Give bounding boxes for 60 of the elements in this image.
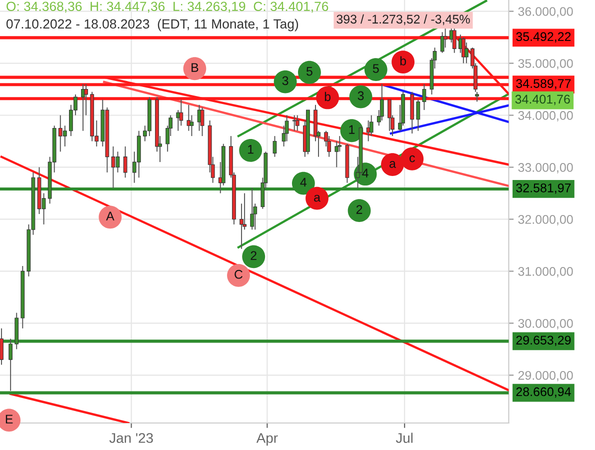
- annotation: a: [314, 194, 320, 202]
- candlestick: [369, 114, 374, 137]
- y-tick-label: 29.000,00: [518, 370, 573, 382]
- candlestick: [200, 106, 204, 137]
- candlestick: [62, 125, 67, 147]
- annotation: 5: [306, 66, 312, 76]
- annotation: 5: [372, 64, 379, 73]
- candlestick: [416, 99, 420, 132]
- x-tick-label: Jul: [396, 432, 413, 443]
- y-tick-label: 31.000,00: [518, 267, 573, 278]
- ref-line-label: 35.492,22: [516, 32, 571, 43]
- y-tick-label: 34.000,00: [518, 111, 573, 122]
- ref-line-label: 32.581,97: [516, 183, 571, 194]
- chart-title: O: 34.368,36 H: 34.447,36 L: 34.263,19 C: 34.401,76: [6, 2, 328, 13]
- candlestick: [250, 188, 254, 230]
- candlestick: [0, 328, 4, 366]
- annotation: C: [234, 270, 243, 279]
- annotation: c: [410, 155, 415, 162]
- annotation: a: [390, 161, 396, 168]
- annotation: 4: [362, 168, 368, 178]
- candlestick: [111, 146, 116, 189]
- candlestick: [464, 42, 468, 64]
- annotation: 393 / -1.273,52 / -3,45%: [336, 14, 470, 26]
- annotation: A: [106, 212, 114, 220]
- text: 34.401,76: [515, 94, 570, 106]
- annotation: 1: [248, 145, 254, 154]
- candlestick: [422, 84, 426, 111]
- x-tick-label: Apr: [256, 433, 278, 446]
- ref-line-label: 34.589,77: [516, 79, 571, 90]
- candlestick: [295, 114, 300, 132]
- annotation: B: [192, 63, 198, 72]
- x-tick-label: Jan '23: [109, 433, 153, 443]
- y-tick-label: 33.000,00: [518, 163, 573, 174]
- candlestick: [123, 146, 128, 178]
- candlestick: [452, 26, 456, 54]
- y-tick-label: 35.000,00: [518, 59, 573, 70]
- candlestick: [292, 114, 296, 132]
- candlestick: [84, 84, 88, 116]
- annotation: 3: [358, 91, 364, 100]
- ref-line-label: 28.660,94: [516, 387, 571, 398]
- candlestick: [443, 26, 448, 48]
- annotation: 2: [356, 205, 362, 214]
- candlestick: [190, 114, 194, 137]
- y-tick-label: 36.000,00: [518, 7, 573, 18]
- candlestick: [475, 92, 479, 102]
- annotation: b: [400, 56, 406, 66]
- candlestick: [8, 338, 13, 392]
- y-tick-label: 30.000,00: [518, 318, 573, 330]
- annotation: 2: [250, 251, 256, 260]
- ref-line-label: 29.653,29: [516, 336, 571, 346]
- y-tick-label: 32.000,00: [518, 215, 573, 226]
- candlestick: [440, 32, 444, 54]
- candlestick: [272, 136, 277, 158]
- annotation: 3: [282, 76, 288, 86]
- text: 07.10.2022 - 18.08.2023 (EDT, 11 Monate, 1 Tag): [6, 18, 298, 32]
- candlestick: [461, 36, 466, 64]
- annotation: b: [324, 92, 331, 102]
- annotation: 4: [300, 178, 307, 187]
- annotation: E: [6, 414, 13, 424]
- annotation: 1: [349, 125, 355, 134]
